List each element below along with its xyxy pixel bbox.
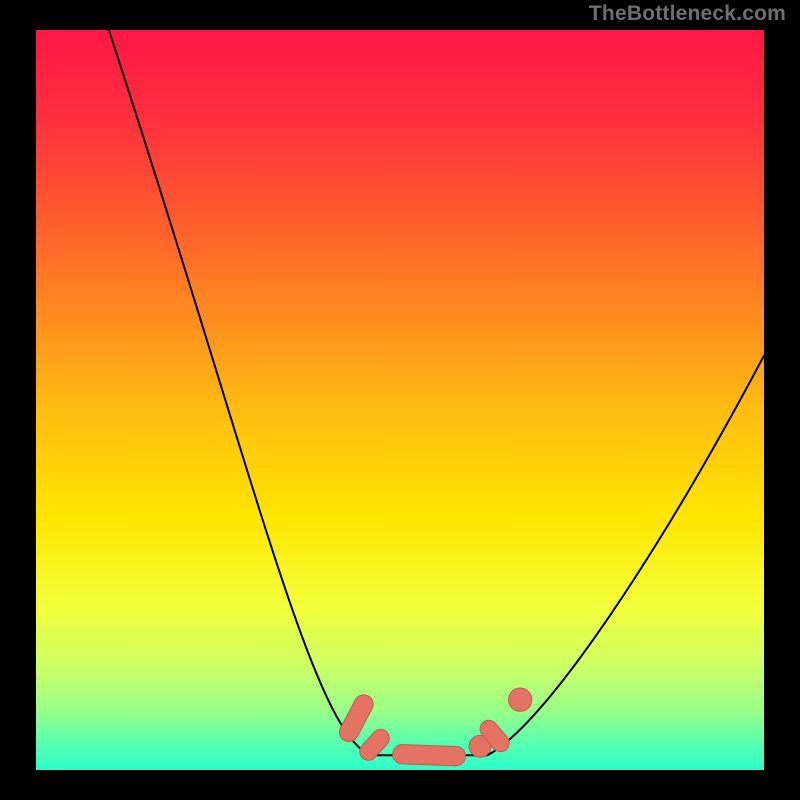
marker-pill — [392, 744, 465, 766]
chart-frame: TheBottleneck.com — [0, 0, 800, 800]
marker-dot — [508, 688, 531, 711]
plot-area — [36, 30, 764, 770]
bottleneck-chart — [36, 30, 764, 770]
watermark-text: TheBottleneck.com — [589, 2, 786, 26]
